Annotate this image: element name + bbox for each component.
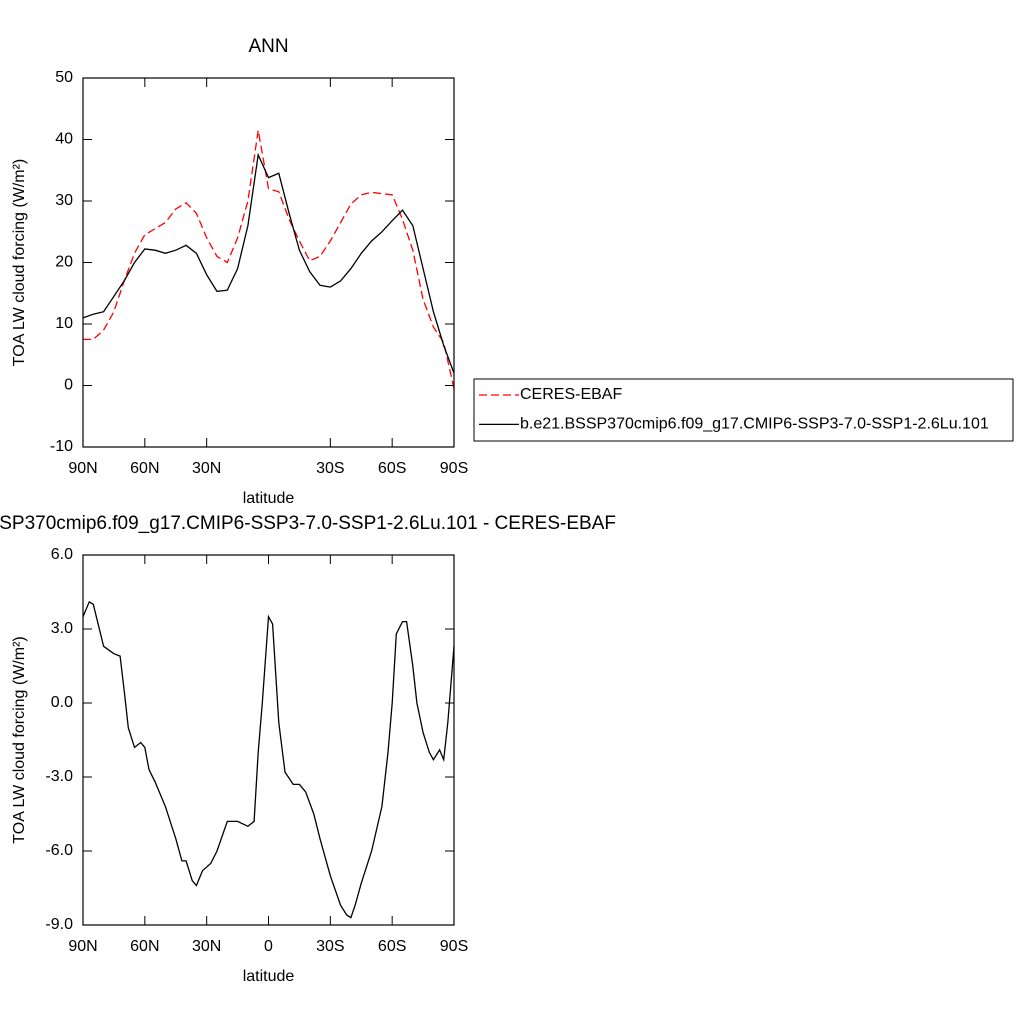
plot-frame [82,554,455,926]
y-tick-label: 30 [55,192,73,209]
x-tick-label: 30N [192,938,221,955]
x-tick-label: 90N [68,460,97,477]
chart-title: b.e21.BSSP370cmip6.f09_g17.CMIP6-SSP3-7.… [0,513,616,534]
x-tick-label: 60S [378,460,406,477]
y-axis-label: TOA LW cloud forcing (W/m²) [11,636,28,843]
y-axis-label: TOA LW cloud forcing (W/m²) [11,159,28,366]
y-tick-label: 10 [55,315,73,332]
legend-label: b.e21.BSSP370cmip6.f09_g17.CMIP6-SSP3-7.… [520,416,989,433]
x-tick-label: 90N [68,938,97,955]
plot-frame [82,77,455,448]
x-axis-label: latitude [243,490,295,507]
x-tick-label: 60N [130,460,159,477]
data-line [83,130,455,389]
y-tick-label: 0 [64,377,73,394]
legend-box [473,378,1014,442]
x-axis-label: latitude [243,968,295,985]
y-tick-label: 20 [55,254,73,271]
y-tick-label: -9.0 [45,916,73,933]
y-tick-label: -3.0 [45,768,73,785]
y-tick-label: 6.0 [51,546,73,563]
y-tick-label: 3.0 [51,620,73,637]
y-tick-label: 40 [55,131,73,148]
x-tick-label: 30S [316,938,344,955]
y-tick-label: -10 [50,438,73,455]
x-tick-label: 90S [440,460,468,477]
data-line [82,600,455,919]
legend-label: CERES-EBAF [520,386,622,403]
x-tick-label: 30N [192,460,221,477]
data-line [82,152,455,374]
chart-title: ANN [248,36,288,57]
x-tick-label: 60N [130,938,159,955]
x-tick-label: 90S [440,938,468,955]
y-tick-label: -6.0 [45,842,73,859]
x-tick-label: 60S [378,938,406,955]
y-tick-label: 50 [55,69,73,86]
x-tick-label: 30S [316,460,344,477]
x-tick-label: 0 [264,938,273,955]
y-tick-label: 0.0 [51,694,73,711]
